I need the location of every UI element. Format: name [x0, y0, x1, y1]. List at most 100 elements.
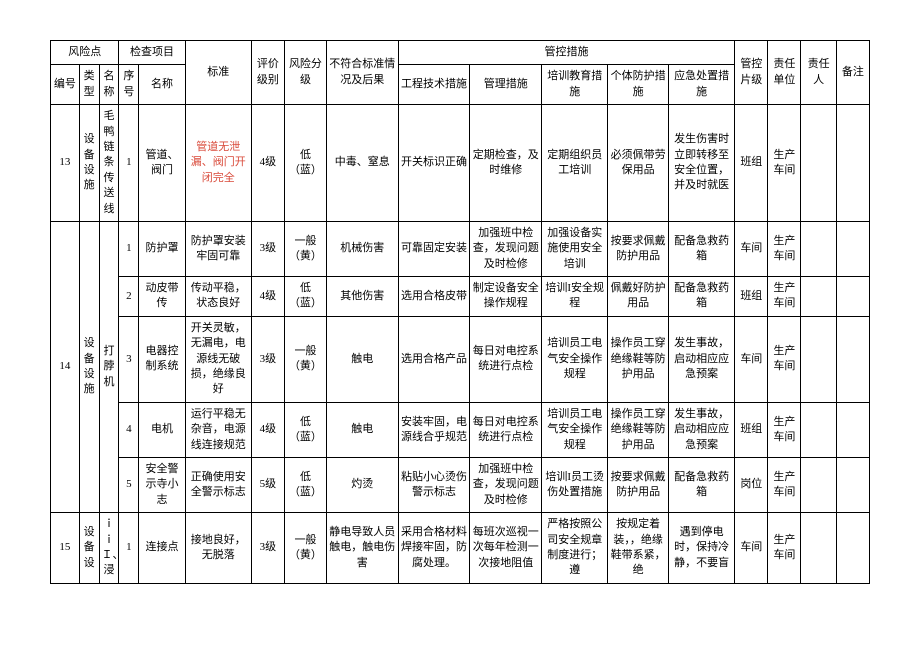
cell-risk: 低（蓝） [284, 457, 326, 512]
table-row: 3电器控制系统开关灵敏，无漏电，电源线无破损，绝缘良好3级一般（黄）触电选用合格… [51, 316, 870, 402]
cell-name: 打脖机 [99, 221, 119, 512]
table-row: 5安全警示寺小志正确使用安全警示标志5级低（蓝）灼烫粘贴小心烫伤警示标志加强班中… [51, 457, 870, 512]
cell-emerg: 配备急救药箱 [669, 277, 735, 317]
hdr-standard: 标准 [185, 41, 251, 105]
hdr-mgmt: 管理措施 [470, 65, 542, 105]
cell-level: 班组 [735, 105, 768, 222]
cell-mgmt: 每日对电控系统进行点检 [470, 402, 542, 457]
cell-eval: 3级 [251, 513, 284, 584]
cell-eval: 4级 [251, 277, 284, 317]
cell-level: 班组 [735, 402, 768, 457]
cell-mgmt: 每班次巡视一次每年检测一次接地阻值 [470, 513, 542, 584]
hdr-eval-level: 评价级别 [251, 41, 284, 105]
cell-item: 连接点 [139, 513, 185, 584]
cell-eng: 可靠固定安装 [398, 221, 470, 276]
cell-mgmt: 加强班中检查，发现问题及时检修 [470, 457, 542, 512]
hdr-type: 类型 [79, 65, 99, 105]
cell-mgmt: 定期检查，及时维修 [470, 105, 542, 222]
hdr-risk-grade: 风险分级 [284, 41, 326, 105]
cell-risk: 一般（黄） [284, 221, 326, 276]
cell-type: 设备设施 [79, 221, 99, 512]
cell-unit: 生产车间 [768, 316, 801, 402]
cell-std: 防护罩安装牢固可靠 [185, 221, 251, 276]
cell-level: 岗位 [735, 457, 768, 512]
cell-note [836, 513, 869, 584]
cell-emerg: 发生事故，启动相应应急预案 [669, 316, 735, 402]
hdr-resp-unit: 责任单位 [768, 41, 801, 105]
hdr-num: 编号 [51, 65, 80, 105]
cell-cons: 静电导致人员触电，触电伤害 [326, 513, 398, 584]
cell-eng: 采用合格材料焊接牢固，防腐处理。 [398, 513, 470, 584]
hdr-name: 名称 [99, 65, 119, 105]
cell-person [801, 316, 836, 402]
cell-person [801, 277, 836, 317]
hdr-train: 培训教育措施 [542, 65, 608, 105]
cell-person [801, 105, 836, 222]
cell-train: 培训员工电气安全操作规程 [542, 402, 608, 457]
cell-type: 设备设施 [79, 105, 99, 222]
cell-eval: 3级 [251, 221, 284, 276]
cell-unit: 生产车间 [768, 402, 801, 457]
cell-seq: 5 [119, 457, 139, 512]
cell-cons: 机械伤害 [326, 221, 398, 276]
cell-risk: 一般（黄） [284, 316, 326, 402]
cell-num: 15 [51, 513, 80, 584]
cell-note [836, 277, 869, 317]
cell-cons: 其他伤害 [326, 277, 398, 317]
cell-item: 防护罩 [139, 221, 185, 276]
cell-level: 班组 [735, 277, 768, 317]
cell-train: 定期组织员工培训 [542, 105, 608, 222]
cell-seq: 2 [119, 277, 139, 317]
cell-num: 13 [51, 105, 80, 222]
hdr-control: 管控措施 [398, 41, 735, 65]
cell-ppe: 操作员工穿绝缘鞋等防护用品 [608, 402, 669, 457]
cell-person [801, 221, 836, 276]
cell-emerg: 配备急救药箱 [669, 457, 735, 512]
cell-item: 安全警示寺小志 [139, 457, 185, 512]
cell-seq: 4 [119, 402, 139, 457]
cell-mgmt: 制定设备安全操作规程 [470, 277, 542, 317]
cell-ppe: 佩戴好防护用品 [608, 277, 669, 317]
table-header: 风险点 检查项目 标准 评价级别 风险分级 不符合标准情况及后果 管控措施 管控… [51, 41, 870, 105]
hdr-control-level: 管控片级 [735, 41, 768, 105]
cell-risk: 低（蓝） [284, 277, 326, 317]
cell-mgmt: 每日对电控系统进行点检 [470, 316, 542, 402]
cell-eval: 5级 [251, 457, 284, 512]
cell-emerg: 发生伤害时立即转移至安全位置，并及时就医 [669, 105, 735, 222]
cell-num: 14 [51, 221, 80, 512]
cell-eng: 选用合格产品 [398, 316, 470, 402]
cell-eng: 安装牢固，电源线合乎规范 [398, 402, 470, 457]
cell-train: 培训I安全规程 [542, 277, 608, 317]
cell-level: 车间 [735, 316, 768, 402]
hdr-remark: 备注 [836, 41, 869, 105]
risk-assessment-table: 风险点 检查项目 标准 评价级别 风险分级 不符合标准情况及后果 管控措施 管控… [50, 40, 870, 584]
cell-eval: 4级 [251, 105, 284, 222]
cell-train: 严格按照公司安全规章制度进行；遵 [542, 513, 608, 584]
cell-seq: 1 [119, 513, 139, 584]
hdr-check-item: 检查项目 [119, 41, 185, 65]
cell-note [836, 402, 869, 457]
cell-eng: 开关标识正确 [398, 105, 470, 222]
cell-ppe: 按要求佩戴防护用品 [608, 457, 669, 512]
hdr-resp-person: 责任人 [801, 41, 836, 105]
cell-item: 电器控制系统 [139, 316, 185, 402]
table-row: 13设备设施毛鸭链条传送线1管道、阀门管道无泄漏、阀门开闭完全4级低（蓝）中毒、… [51, 105, 870, 222]
cell-train: 培训员工电气安全操作规程 [542, 316, 608, 402]
cell-unit: 生产车间 [768, 513, 801, 584]
cell-person [801, 402, 836, 457]
table-row: 15设备设ｉｉＩ、浸1连接点接地良好，无脱落3级一般（黄）静电导致人员触电，触电… [51, 513, 870, 584]
table-row: 2动皮带传传动平稳，状态良好4级低（蓝）其他伤害选用合格皮带制定设备安全操作规程… [51, 277, 870, 317]
cell-train: 培训I员工烫伤处置措施 [542, 457, 608, 512]
cell-seq: 3 [119, 316, 139, 402]
hdr-eng: 工程技术措施 [398, 65, 470, 105]
cell-std: 接地良好，无脱落 [185, 513, 251, 584]
cell-cons: 中毒、窒息 [326, 105, 398, 222]
cell-risk: 一般（黄） [284, 513, 326, 584]
cell-std: 运行平稳无杂音，电源线连接规范 [185, 402, 251, 457]
cell-person [801, 457, 836, 512]
cell-train: 加强设备实施使用安全培训 [542, 221, 608, 276]
cell-mgmt: 加强班中检查，发现问题及时检修 [470, 221, 542, 276]
cell-seq: 1 [119, 105, 139, 222]
cell-std: 传动平稳，状态良好 [185, 277, 251, 317]
cell-std: 开关灵敏，无漏电，电源线无破损，绝缘良好 [185, 316, 251, 402]
